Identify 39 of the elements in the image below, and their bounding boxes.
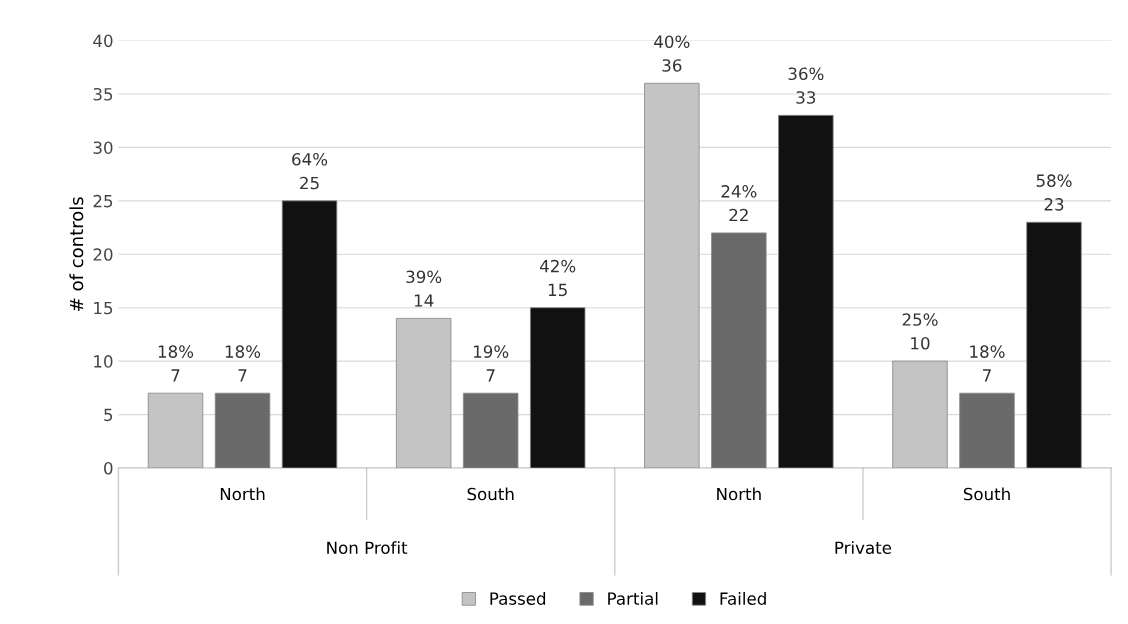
- bar: [778, 114, 834, 468]
- y-tick-label: 25: [93, 194, 113, 208]
- y-tick-label: 5: [104, 408, 113, 422]
- y-tick-label: 10: [94, 355, 113, 368]
- bar: [1026, 221, 1082, 468]
- bar: [711, 232, 767, 468]
- bar: [214, 392, 271, 468]
- data-label: 18% 7: [158, 345, 194, 382]
- x-tick-label: South: [963, 487, 1010, 501]
- x-tick-label: North: [717, 487, 761, 501]
- bar: [529, 307, 586, 468]
- data-label: 18% 7: [970, 345, 1005, 382]
- y-tick-label: 30: [93, 141, 113, 154]
- data-label: 39% 14: [406, 270, 442, 307]
- legend-label: Passed: [490, 592, 546, 605]
- y-tick-label: 15: [94, 301, 113, 315]
- data-label: 19% 7: [473, 345, 509, 382]
- data-label: 58% 23: [1036, 174, 1072, 211]
- data-label: 42% 15: [539, 259, 576, 297]
- text: Non Profit: [327, 541, 408, 555]
- y-tick-label: 20: [93, 248, 113, 261]
- text: Private: [835, 541, 892, 555]
- legend-label: Partial: [608, 592, 658, 605]
- data-label: 25% 10: [902, 313, 938, 350]
- bar: [959, 392, 1015, 468]
- data-label: 40% 36: [654, 35, 690, 72]
- y-axis-title: # of controls: [69, 197, 84, 311]
- data-label: 64% 25: [292, 152, 328, 190]
- x-tick-label: North: [220, 487, 265, 501]
- bar: [281, 200, 338, 468]
- data-label: 24% 22: [721, 185, 757, 222]
- legend-label: Failed: [720, 592, 766, 605]
- data-label: 18% 7: [225, 345, 261, 382]
- x-tick-label: South: [467, 487, 514, 501]
- y-tick-label: 40: [93, 34, 113, 48]
- y-tick-label: 35: [93, 87, 113, 101]
- data-label: 36% 33: [788, 67, 824, 104]
- y-tick-label: 0: [104, 461, 113, 475]
- bar: [462, 392, 519, 468]
